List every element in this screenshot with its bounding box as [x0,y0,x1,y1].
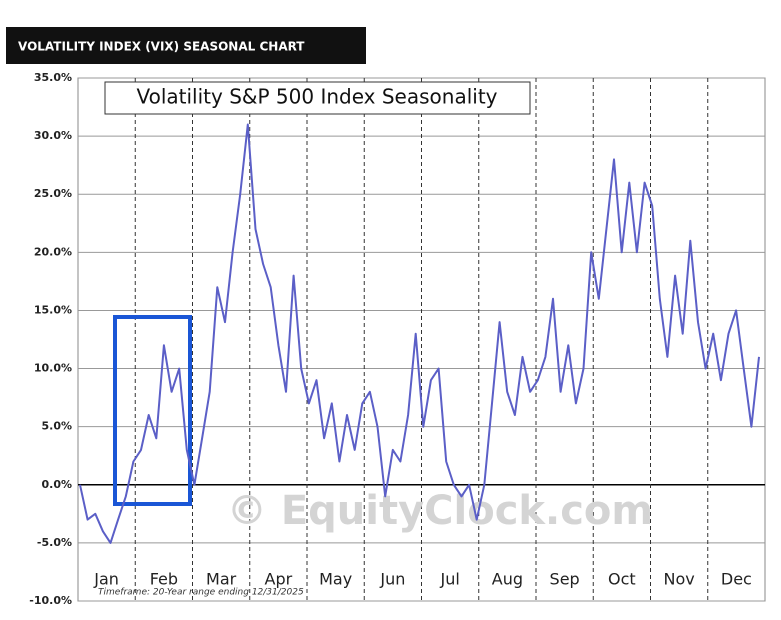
x-tick-label: May [319,570,352,589]
series-line [79,123,760,544]
header: VOLATILITY INDEX (VIX) SEASONAL CHART [18,40,305,54]
y-tick-label: -10.0% [29,594,72,607]
y-tick-label: 5.0% [41,420,72,433]
header-bg [6,27,366,64]
y-tick-label: 15.0% [34,303,72,316]
y-tick-label: 25.0% [34,187,72,200]
y-tick-label: 30.0% [34,129,72,142]
x-tick-label: Dec [721,570,752,589]
grid [78,77,765,602]
y-tick-label: 20.0% [34,245,72,258]
x-tick-label: Sep [550,570,580,589]
x-tick-label: Apr [265,570,293,589]
watermark: © EquityClock.com [227,488,653,534]
x-tick-label: Aug [492,570,523,589]
chart-title: Volatility S&P 500 Index Seasonality [136,85,497,109]
y-tick-label: 10.0% [34,362,72,375]
y-tick-label: 0.0% [41,478,72,491]
x-tick-label: Jul [439,570,459,589]
x-tick-label: Jan [93,570,119,589]
footnote: Timeframe: 20-Year range ending 12/31/20… [98,588,304,598]
x-tick-label: Feb [150,570,178,589]
title-box [104,81,531,115]
y-tick-label: -5.0% [37,536,72,549]
x-tick-label: Oct [608,570,636,589]
x-tick-label: Nov [664,570,695,589]
x-tick-label: Mar [206,570,237,589]
highlight-box [113,315,192,506]
y-tick-label: 35.0% [34,71,72,84]
x-tick-label: Jun [379,570,405,589]
